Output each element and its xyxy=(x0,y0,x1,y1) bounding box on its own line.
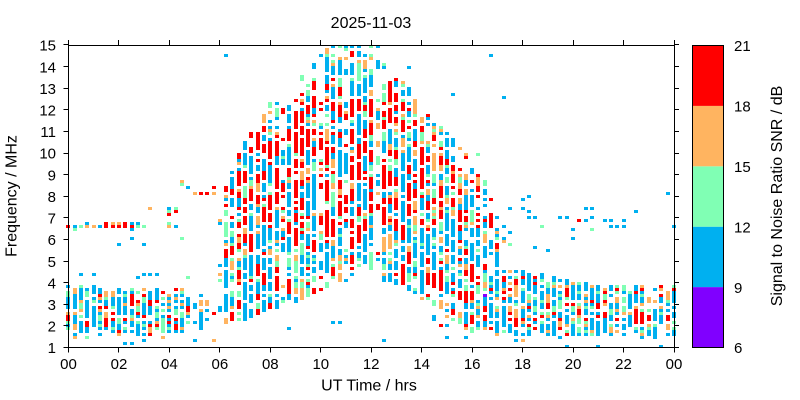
svg-text:9: 9 xyxy=(48,167,56,184)
svg-text:7: 7 xyxy=(48,211,56,228)
svg-text:16: 16 xyxy=(464,356,481,373)
svg-text:UT Time / hrs: UT Time / hrs xyxy=(321,378,417,395)
svg-text:Signal to Noise Ratio SNR / dB: Signal to Noise Ratio SNR / dB xyxy=(769,86,786,307)
svg-text:18: 18 xyxy=(734,99,751,116)
svg-text:1: 1 xyxy=(48,340,56,357)
svg-text:18: 18 xyxy=(514,356,531,373)
svg-text:6: 6 xyxy=(734,340,742,357)
svg-text:13: 13 xyxy=(39,81,56,98)
svg-text:02: 02 xyxy=(111,356,128,373)
svg-text:14: 14 xyxy=(39,59,56,76)
svg-text:12: 12 xyxy=(363,356,380,373)
svg-text:12: 12 xyxy=(734,219,751,236)
svg-text:2025-11-03: 2025-11-03 xyxy=(331,15,412,32)
svg-text:9: 9 xyxy=(734,280,742,297)
svg-text:15: 15 xyxy=(734,159,751,176)
svg-text:8: 8 xyxy=(48,189,56,206)
svg-text:04: 04 xyxy=(161,356,178,373)
svg-text:3: 3 xyxy=(48,297,56,314)
svg-text:08: 08 xyxy=(262,356,279,373)
svg-text:6: 6 xyxy=(48,232,56,249)
svg-text:06: 06 xyxy=(212,356,229,373)
svg-text:11: 11 xyxy=(40,124,56,141)
svg-text:20: 20 xyxy=(565,356,582,373)
svg-text:15: 15 xyxy=(39,38,56,55)
svg-text:5: 5 xyxy=(48,254,56,271)
svg-text:Frequency / MHz: Frequency / MHz xyxy=(4,135,21,257)
svg-text:12: 12 xyxy=(39,103,56,120)
svg-text:00: 00 xyxy=(60,356,77,373)
svg-text:00: 00 xyxy=(666,356,683,373)
svg-text:22: 22 xyxy=(615,356,632,373)
svg-text:2: 2 xyxy=(48,319,56,336)
svg-text:10: 10 xyxy=(312,356,329,373)
svg-text:4: 4 xyxy=(48,275,56,292)
svg-text:21: 21 xyxy=(734,38,751,55)
svg-text:14: 14 xyxy=(413,356,430,373)
svg-text:10: 10 xyxy=(39,146,56,163)
